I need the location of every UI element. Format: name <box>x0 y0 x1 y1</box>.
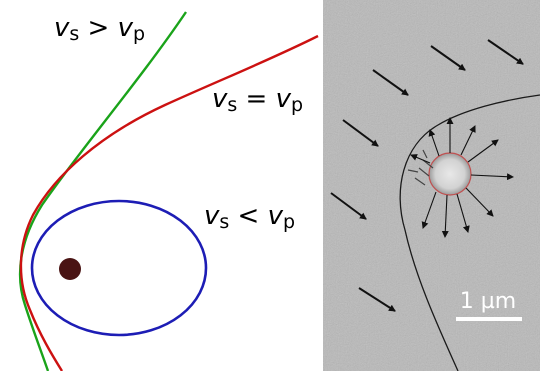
flow-arrow <box>330 192 367 220</box>
flow-arrows <box>330 39 524 312</box>
curve-vs-greater-vp <box>18 11 187 372</box>
schematic-panel: vs > vp vs = vp vs < vp <box>18 11 319 372</box>
flow-arrow <box>342 119 379 147</box>
radial-arrow <box>465 187 494 217</box>
curve-vs-equal-vp <box>19 34 319 372</box>
flow-arrow <box>372 69 409 96</box>
scale-bar-label: 1 µm <box>460 289 516 314</box>
ellipse-vs-less-vp <box>30 199 208 337</box>
radial-arrows <box>410 117 514 238</box>
micrograph-particle <box>428 152 472 196</box>
flow-arrow <box>487 39 524 65</box>
label-vs-equal-vp: vs = vp <box>212 84 303 116</box>
micrograph-svg: 1 µm <box>323 0 540 372</box>
label-vs-greater-vp: vs > vp <box>54 13 145 45</box>
flow-arrow <box>430 45 466 71</box>
radial-arrow <box>467 139 499 163</box>
radial-arrow <box>421 191 437 229</box>
radial-arrow <box>460 125 476 156</box>
source-dot <box>59 258 81 280</box>
label-vs-less-vp: vs < vp <box>204 201 295 233</box>
radial-arrow <box>470 173 514 181</box>
micrograph-panel: 1 µm <box>323 0 540 372</box>
micrograph-front-curve <box>399 94 540 372</box>
radial-arrow <box>456 193 470 233</box>
scale-bar <box>456 317 522 321</box>
radial-arrow <box>428 129 440 157</box>
schematic-svg: vs > vp vs = vp vs < vp <box>18 11 319 372</box>
radial-arrow <box>410 154 431 164</box>
micrograph-particle-debris <box>407 149 434 186</box>
flow-arrow <box>358 287 396 312</box>
micrograph-grain <box>323 0 540 371</box>
radial-arrow <box>441 194 449 238</box>
